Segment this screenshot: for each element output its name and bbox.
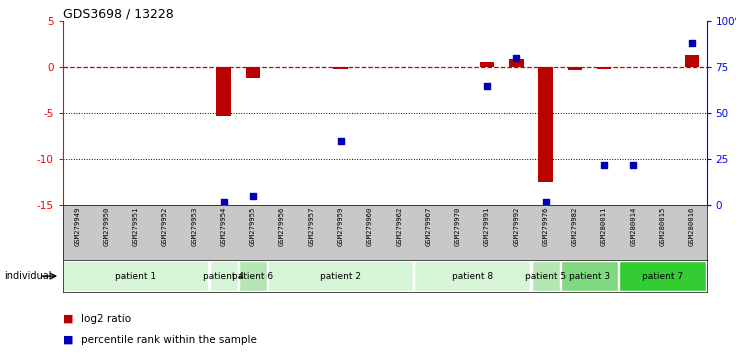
Text: GSM280016: GSM280016 bbox=[689, 207, 695, 246]
Text: ■: ■ bbox=[63, 314, 73, 324]
Bar bbox=[567, 67, 582, 69]
Text: GDS3698 / 13228: GDS3698 / 13228 bbox=[63, 7, 173, 20]
Text: individual: individual bbox=[4, 271, 52, 281]
Point bbox=[481, 83, 493, 88]
Text: GSM279956: GSM279956 bbox=[279, 207, 285, 246]
Text: patient 3: patient 3 bbox=[569, 272, 610, 281]
Point bbox=[628, 162, 640, 168]
Point bbox=[247, 193, 259, 199]
Text: GSM279952: GSM279952 bbox=[162, 207, 168, 246]
Text: GSM279976: GSM279976 bbox=[542, 207, 548, 246]
Text: patient 6: patient 6 bbox=[233, 272, 273, 281]
Text: GSM279960: GSM279960 bbox=[367, 207, 373, 246]
Point bbox=[510, 55, 522, 61]
Bar bbox=[268, 262, 413, 291]
Bar bbox=[63, 262, 208, 291]
Text: GSM279959: GSM279959 bbox=[338, 207, 344, 246]
Bar bbox=[619, 262, 706, 291]
Text: GSM280011: GSM280011 bbox=[601, 207, 607, 246]
Bar bbox=[238, 262, 267, 291]
Bar bbox=[216, 67, 231, 116]
Bar bbox=[597, 67, 612, 69]
Point bbox=[598, 162, 610, 168]
Text: GSM279992: GSM279992 bbox=[513, 207, 520, 246]
Bar bbox=[538, 67, 553, 182]
Text: GSM279967: GSM279967 bbox=[425, 207, 431, 246]
Bar bbox=[333, 67, 348, 69]
Text: patient 7: patient 7 bbox=[642, 272, 683, 281]
Text: GSM279951: GSM279951 bbox=[132, 207, 139, 246]
Text: GSM279962: GSM279962 bbox=[396, 207, 402, 246]
Text: GSM279954: GSM279954 bbox=[221, 207, 227, 246]
Text: GSM279970: GSM279970 bbox=[455, 207, 461, 246]
Bar bbox=[210, 262, 238, 291]
Point bbox=[686, 40, 698, 46]
Text: GSM279955: GSM279955 bbox=[250, 207, 256, 246]
Bar bbox=[531, 262, 559, 291]
Text: GSM280015: GSM280015 bbox=[659, 207, 665, 246]
Bar bbox=[684, 55, 699, 67]
Text: GSM279991: GSM279991 bbox=[484, 207, 490, 246]
Text: patient 4: patient 4 bbox=[203, 272, 244, 281]
Text: GSM279950: GSM279950 bbox=[104, 207, 110, 246]
Point bbox=[218, 199, 230, 205]
Bar bbox=[246, 67, 260, 78]
Point bbox=[539, 199, 551, 205]
Text: GSM279982: GSM279982 bbox=[572, 207, 578, 246]
Bar bbox=[414, 262, 531, 291]
Text: GSM280014: GSM280014 bbox=[630, 207, 637, 246]
Text: ■: ■ bbox=[63, 335, 73, 345]
Bar bbox=[561, 262, 618, 291]
Text: patient 1: patient 1 bbox=[115, 272, 156, 281]
Text: percentile rank within the sample: percentile rank within the sample bbox=[81, 335, 257, 345]
Text: patient 2: patient 2 bbox=[320, 272, 361, 281]
Text: GSM279949: GSM279949 bbox=[74, 207, 80, 246]
Text: patient 5: patient 5 bbox=[525, 272, 566, 281]
Point bbox=[335, 138, 347, 144]
Bar bbox=[509, 59, 523, 67]
Text: log2 ratio: log2 ratio bbox=[81, 314, 131, 324]
Text: patient 8: patient 8 bbox=[452, 272, 493, 281]
Text: GSM279957: GSM279957 bbox=[308, 207, 314, 246]
Text: GSM279953: GSM279953 bbox=[191, 207, 197, 246]
Bar bbox=[480, 62, 495, 67]
